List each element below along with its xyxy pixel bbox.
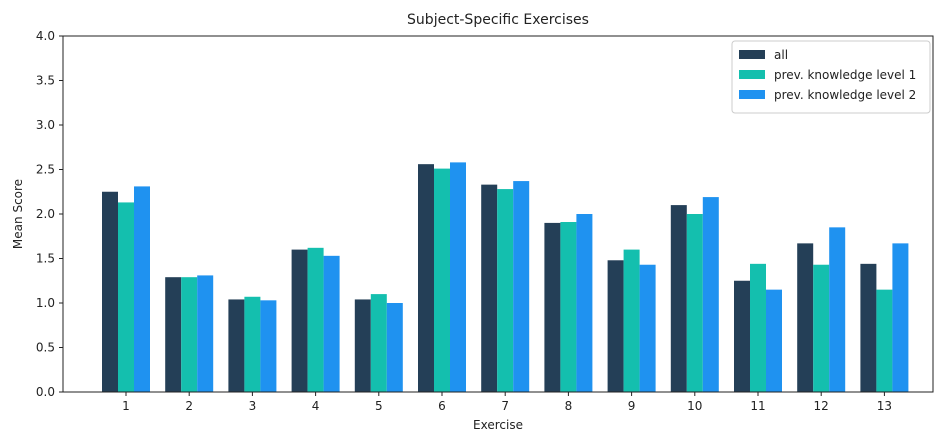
x-tick-label: 11 bbox=[750, 399, 765, 413]
x-tick-label: 2 bbox=[185, 399, 193, 413]
y-tick-label: 3.5 bbox=[36, 74, 55, 88]
bar bbox=[307, 247, 324, 392]
bar bbox=[118, 202, 134, 392]
bar bbox=[418, 164, 434, 392]
bar bbox=[750, 263, 766, 392]
bar bbox=[513, 181, 530, 392]
x-tick-label: 6 bbox=[438, 399, 446, 413]
bar bbox=[766, 289, 782, 392]
legend-label: prev. knowledge level 2 bbox=[774, 88, 916, 102]
x-tick-label: 7 bbox=[501, 399, 509, 413]
bar bbox=[386, 303, 403, 392]
bar bbox=[228, 299, 245, 392]
bar bbox=[876, 289, 893, 392]
bar bbox=[607, 260, 624, 392]
bar bbox=[260, 300, 277, 392]
legend-box bbox=[731, 40, 931, 114]
bar bbox=[354, 299, 371, 392]
bar bbox=[813, 264, 830, 392]
bar bbox=[134, 186, 150, 392]
y-tick-label: 0.0 bbox=[36, 385, 55, 399]
legend-label: all bbox=[774, 48, 788, 62]
bar bbox=[860, 263, 877, 392]
y-axis: 0.0 0.5 1.0 1.5 2.0 2.5 3.0 3.5 4.0 bbox=[36, 29, 63, 399]
x-tick-label: 3 bbox=[249, 399, 257, 413]
x-tick-label: 4 bbox=[312, 399, 320, 413]
bar bbox=[734, 280, 750, 392]
legend: all prev. knowledge level 1 prev. knowledg… bbox=[731, 40, 931, 114]
x-tick-label: 1 bbox=[122, 399, 130, 413]
bar bbox=[829, 227, 846, 392]
bar bbox=[450, 162, 466, 392]
bar bbox=[497, 189, 514, 392]
bar bbox=[544, 222, 561, 392]
x-tick-label: 5 bbox=[375, 399, 383, 413]
bar bbox=[323, 255, 340, 392]
bar bbox=[434, 168, 450, 392]
bar bbox=[702, 197, 719, 392]
bar bbox=[165, 277, 182, 392]
bar bbox=[623, 249, 640, 392]
chart-title: Subject-Specific Exercises bbox=[407, 12, 589, 28]
bar bbox=[670, 205, 687, 392]
bar bbox=[181, 277, 198, 392]
x-tick-label: 8 bbox=[565, 399, 573, 413]
y-tick-label: 3.0 bbox=[36, 118, 55, 132]
legend-swatch bbox=[739, 90, 765, 99]
legend-swatch bbox=[739, 70, 765, 79]
y-tick-label: 1.0 bbox=[36, 296, 55, 310]
y-tick-label: 2.5 bbox=[36, 163, 55, 177]
bar bbox=[102, 191, 118, 392]
bar bbox=[576, 214, 593, 392]
x-axis-label: Exercise bbox=[473, 418, 523, 430]
bar bbox=[370, 294, 387, 392]
y-tick-label: 2.0 bbox=[36, 207, 55, 221]
x-axis: 1 2 3 4 5 6 7 8 9 10 11 12 13 bbox=[122, 392, 892, 413]
bar bbox=[244, 296, 261, 392]
legend-label: prev. knowledge level 1 bbox=[774, 68, 916, 82]
bar bbox=[639, 264, 656, 392]
bar bbox=[892, 243, 909, 392]
plot-area bbox=[62, 35, 934, 393]
bar bbox=[481, 184, 498, 392]
y-tick-label: 0.5 bbox=[36, 341, 55, 355]
legend-swatch bbox=[739, 50, 765, 59]
bar bbox=[797, 243, 814, 392]
bar bbox=[686, 214, 703, 392]
x-tick-label: 9 bbox=[628, 399, 636, 413]
y-tick-label: 1.5 bbox=[36, 252, 55, 266]
y-tick-label: 4.0 bbox=[36, 29, 55, 43]
x-tick-label: 12 bbox=[814, 399, 829, 413]
x-tick-label: 13 bbox=[877, 399, 892, 413]
y-axis-label: Mean Score bbox=[11, 179, 25, 249]
bar bbox=[291, 249, 308, 392]
bar bbox=[197, 275, 214, 392]
bar bbox=[560, 222, 577, 392]
x-tick-label: 10 bbox=[687, 399, 702, 413]
